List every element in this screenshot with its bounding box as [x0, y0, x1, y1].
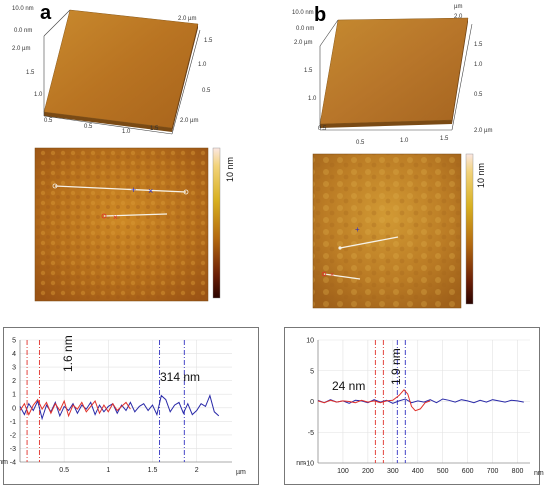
- panel-b-width-label: 24 nm: [332, 379, 365, 393]
- panel-b-x-tick-label: 100: [337, 468, 349, 475]
- panel-a-x-tick-label: 0.5: [59, 467, 69, 474]
- panel-a-top-right: 2.0 µm: [178, 16, 196, 22]
- panel-a-x-tick-4: 2.0 µm: [180, 118, 198, 124]
- panel-b-x-unit-label: nm: [534, 470, 544, 477]
- panel-a-y-tick-label: -4: [10, 460, 16, 467]
- panel-b-right-tick-3: 0.5: [474, 92, 483, 98]
- panel-a-x-tick-label: 1: [106, 467, 110, 474]
- panel-b-profile-line-2: [323, 273, 361, 280]
- panel-a-y-tick-label: -2: [10, 432, 16, 439]
- panel-a-y-tick-label: 5: [12, 338, 16, 345]
- panel-b-y-unit-label: nm: [296, 460, 306, 467]
- panel-a-right-tick-1: 1.5: [204, 38, 213, 44]
- panel-b-x-tick-3: 1.5: [440, 136, 449, 142]
- panel-b-x-tick-label: 500: [437, 468, 449, 475]
- panel-a-profile-line-2: [103, 213, 168, 217]
- panel-a-y-tick-label: -3: [10, 446, 16, 453]
- panel-b-top-right: 2.0: [454, 14, 463, 20]
- panel-a-letter: a: [40, 2, 52, 24]
- panel-b-x-tick-label: 400: [412, 468, 424, 475]
- panel-a-series-line: [19, 394, 220, 421]
- panel-b-y-zero: 0.0 nm: [296, 26, 314, 32]
- panel-b-letter: b: [314, 4, 327, 26]
- panel-a-y-tick-label: 1: [12, 392, 16, 399]
- panel-a-x-unit-label: µm: [236, 469, 246, 476]
- panel-a-y-tick-label: 2: [12, 378, 16, 385]
- panel-a-3d-edge: [44, 112, 172, 132]
- panel-b-profile-chart-frame: [284, 327, 540, 485]
- panel-b-3d-topography: [319, 17, 473, 131]
- panel-a-y-tick-2: 1.5: [26, 70, 35, 76]
- panel-b-height-label: 1.9 nm: [389, 348, 403, 385]
- panel-a-y-tick-label: -1: [10, 419, 16, 426]
- panel-a-cursor-1: +: [131, 185, 136, 195]
- panel-a-y-tick-label: 3: [12, 365, 16, 372]
- panel-a-x-tick-label: 2: [195, 467, 199, 474]
- panel-b-series-line: [317, 389, 431, 412]
- panel-a-x-tick-1: 0.5: [84, 124, 93, 130]
- panel-a-x-tick-label: 1.5: [148, 467, 158, 474]
- panel-a-y-unit-label: nm: [0, 459, 8, 466]
- panel-b-x-tick-label: 700: [487, 468, 499, 475]
- panel-b-profile-line-1: [339, 236, 399, 249]
- panel-b-x-tick-1: 0.5: [356, 140, 365, 146]
- panel-b-x-tick-label: 600: [462, 468, 474, 475]
- panel-b-3d-edge: [320, 120, 452, 128]
- panel-a-scale-label: 10 nm: [225, 157, 235, 182]
- panel-a-colorbar: [212, 147, 221, 299]
- panel-b-x-tick-label: 200: [362, 468, 374, 475]
- panel-b-scale-label: 10 nm: [476, 163, 486, 188]
- panel-a-right-tick-3: 0.5: [202, 88, 211, 94]
- svg-text:×: ×: [330, 272, 334, 279]
- panel-b-y-tick-label: 5: [310, 368, 314, 375]
- panel-b-y-tick-2: 1.5: [304, 68, 313, 74]
- svg-text:+: +: [355, 225, 360, 234]
- panel-b-afm-image: + ×: [312, 153, 462, 309]
- panel-b-y-tick-label: 0: [310, 399, 314, 406]
- panel-a-y-tick-1: 2.0 µm: [12, 46, 30, 52]
- panel-a-3d-topography: [43, 9, 201, 135]
- panel-b-y-tick-4: 0.5: [318, 126, 327, 132]
- panel-a-y-tick-label: 0: [12, 405, 16, 412]
- panel-b-x-tick-label: 300: [387, 468, 399, 475]
- panel-b-z-label: 10.0 nm: [292, 10, 314, 16]
- panel-b-y-tick-1: 2.0 µm: [294, 40, 312, 46]
- panel-b-colorbar: [465, 153, 474, 305]
- panel-b-x-tick-4: 2.0 µm: [474, 128, 492, 134]
- panel-b-y-tick-label: -5: [308, 430, 314, 437]
- panel-b-x-tick-2: 1.0: [400, 138, 409, 144]
- panel-a-y-tick-4: 0.5: [44, 118, 53, 124]
- panel-b-top-unit: µm: [454, 4, 462, 10]
- panel-a-z-label: 10.0 nm: [12, 6, 34, 12]
- panel-b-y-tick-label: 10: [306, 338, 314, 345]
- panel-a-y-zero: 0.0 nm: [14, 28, 32, 34]
- panel-a-y-tick-3: 1.0: [34, 92, 43, 98]
- panel-a-width-label: 314 nm: [160, 370, 200, 384]
- panel-b-y-tick-label: -10: [304, 461, 314, 468]
- panel-a-right-tick-2: 1.0: [198, 62, 207, 68]
- panel-b-right-tick-2: 1.0: [474, 62, 483, 68]
- panel-a-y-tick-label: 4: [12, 351, 16, 358]
- panel-a-profile-line-1: [54, 185, 187, 193]
- panel-a-x-tick-2: 1.0: [122, 129, 131, 135]
- svg-text:×: ×: [113, 213, 118, 222]
- panel-a-cursor-2: ×: [148, 186, 153, 196]
- panel-a-afm-image: + × ×: [34, 147, 209, 302]
- panel-b-x-tick-label: 800: [512, 468, 524, 475]
- panel-b-right-tick-1: 1.5: [474, 42, 483, 48]
- panel-b-y-tick-3: 1.0: [308, 96, 317, 102]
- panel-a-x-tick-3: 1.5: [150, 126, 159, 132]
- panel-a-series-line: [19, 398, 131, 418]
- panel-a-height-label: 1.6 nm: [61, 335, 75, 372]
